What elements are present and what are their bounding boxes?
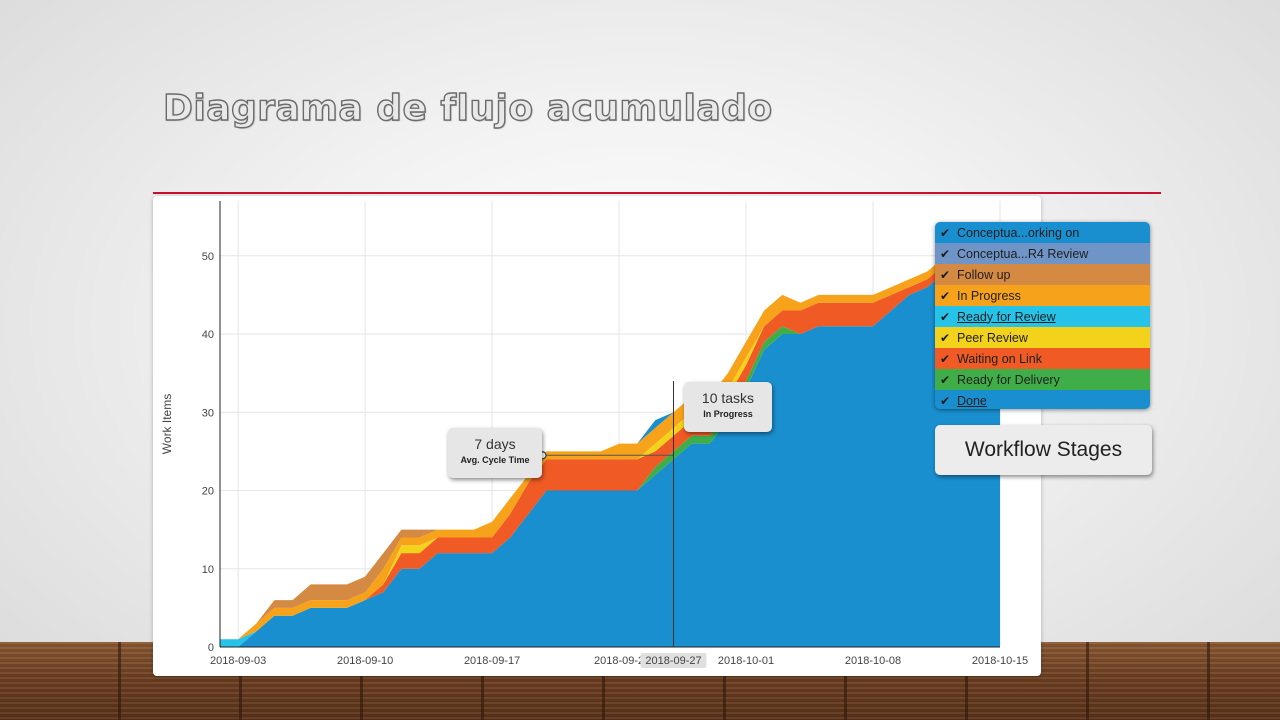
y-tick-label: 40: [202, 329, 214, 341]
y-tick-label: 10: [202, 564, 214, 576]
legend-item[interactable]: ✔ Peer Review: [935, 327, 1150, 348]
x-tick-label: 2018-09-10: [337, 655, 393, 667]
x-tick-label: 2018-10-15: [972, 655, 1028, 667]
checkmark-icon: ✔: [939, 330, 951, 345]
x-tick-highlight: [640, 653, 707, 668]
legend-item[interactable]: ✔ Ready for Review: [935, 306, 1150, 327]
area-series-7: [220, 255, 1000, 640]
x-tick-label: 2018-09-27: [645, 655, 701, 667]
legend-label: In Progress: [957, 288, 1021, 303]
legend-item[interactable]: ✔ Conceptua...orking on: [935, 222, 1150, 243]
legend-item[interactable]: ✔ Conceptua...R4 Review: [935, 243, 1150, 264]
legend: ✔ Conceptua...orking on ✔ Conceptua...R4 Re…: [935, 222, 1150, 409]
checkmark-icon: ✔: [939, 288, 951, 303]
legend-item[interactable]: ✔ In Progress: [935, 285, 1150, 306]
checkmark-icon: ✔: [939, 225, 951, 240]
legend-label: Follow up: [957, 267, 1011, 282]
checkmark-icon: ✔: [939, 246, 951, 261]
chart-annotation-lines: [538, 380, 674, 647]
legend-item[interactable]: ✔ Done: [935, 390, 1150, 409]
legend-label: Waiting on Link: [957, 351, 1042, 366]
legend-item[interactable]: ✔ Follow up: [935, 264, 1150, 285]
in-progress-value: 10 tasks: [701, 390, 755, 406]
checkmark-icon: ✔: [939, 393, 951, 408]
legend-item[interactable]: ✔ Waiting on Link: [935, 348, 1150, 369]
cycle-time-value: 7 days: [474, 436, 516, 452]
y-tick-label: 30: [202, 407, 214, 419]
legend-label: Conceptua...R4 Review: [957, 246, 1089, 261]
checkmark-icon: ✔: [939, 267, 951, 282]
legend-label: Ready for Delivery: [957, 372, 1060, 387]
x-tick-label: 2018-10-08: [845, 655, 901, 667]
cycle-time-callout: 7 days Avg. Cycle Time: [448, 428, 542, 478]
checkmark-icon: ✔: [939, 372, 951, 387]
checkmark-icon: ✔: [939, 351, 951, 366]
legend-label: Conceptua...orking on: [957, 225, 1080, 240]
slide-title: Diagrama de flujo acumulado: [162, 87, 773, 129]
workflow-stages-button[interactable]: Workflow Stages: [935, 425, 1152, 475]
checkmark-icon: ✔: [939, 309, 951, 324]
x-tick-label: 2018-09-17: [464, 655, 520, 667]
area-series-6: [220, 255, 1000, 640]
chart-areas: [220, 255, 1000, 648]
x-tick-label: 2018-09-2: [594, 655, 644, 667]
cycle-time-label: Avg. Cycle Time: [460, 455, 530, 465]
chart-axes: 0 10 20 30 40 50 Work Items 2018-09-03 2018-09-1…: [160, 201, 1028, 668]
cumulative-flow-chart: 0 10 20 30 40 50 Work Items 2018-09-03 2018-09-1…: [160, 201, 1028, 668]
y-tick-label: 50: [202, 251, 214, 263]
y-axis-label: Work Items: [160, 394, 174, 454]
in-progress-label: In Progress: [703, 409, 753, 419]
area-series-4: [220, 255, 1000, 648]
in-progress-callout: 10 tasks In Progress: [684, 382, 772, 432]
area-series-1: [220, 255, 1000, 648]
legend-item[interactable]: ✔ Ready for Delivery: [935, 369, 1150, 390]
title-divider: [153, 192, 1161, 194]
legend-label: Done: [957, 393, 987, 408]
legend-label: Peer Review: [957, 330, 1028, 345]
y-tick-label: 20: [202, 486, 214, 498]
y-tick-label: 0: [208, 642, 214, 654]
legend-label: Ready for Review: [957, 309, 1056, 324]
x-tick-label: 2018-10-01: [718, 655, 774, 667]
x-tick-label: 2018-09-03: [210, 655, 266, 667]
